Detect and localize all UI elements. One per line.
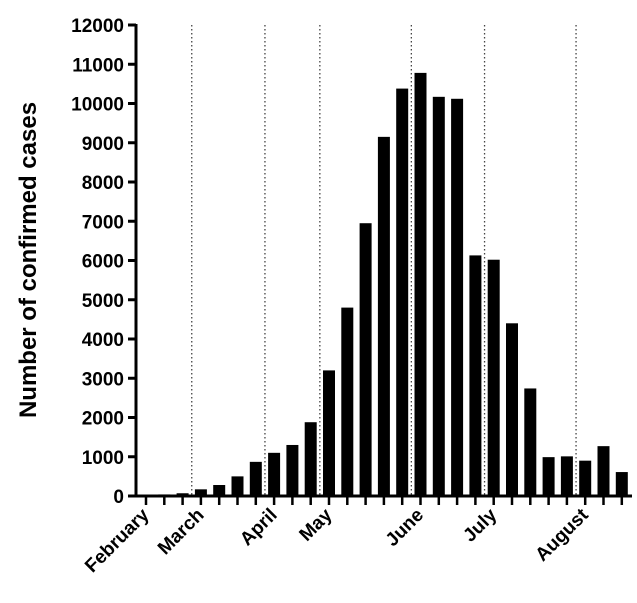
bar: [323, 370, 335, 496]
month-dividers: [191, 25, 577, 496]
bar: [542, 457, 555, 496]
y-axis-ticks: 0 1000 2000 3000 4000 5000 6000 7000 8000 9000 100…: [71, 16, 136, 508]
y-tick-label: 8000: [82, 173, 124, 194]
bar: [213, 485, 226, 496]
month-label: May: [296, 504, 337, 545]
bars: [140, 72, 628, 497]
y-tick-label: 2000: [82, 409, 124, 430]
bar: [414, 72, 427, 496]
bar: [524, 388, 537, 496]
bar: [579, 460, 592, 496]
month-label: March: [154, 505, 208, 559]
y-tick-label: 4000: [82, 330, 124, 351]
month-label: April: [236, 505, 281, 550]
y-tick-label: 0: [113, 487, 124, 508]
month-label: August: [532, 504, 594, 566]
y-axis-label: Number of confirmed cases: [15, 102, 42, 418]
y-tick-label: 3000: [82, 369, 124, 390]
bar: [249, 461, 262, 496]
bar: [231, 476, 244, 496]
month-label: June: [382, 505, 428, 551]
bar: [560, 456, 573, 496]
bar: [506, 323, 518, 496]
bar: [396, 88, 409, 497]
y-tick-label: 10000: [71, 95, 124, 116]
bar: [268, 452, 281, 496]
bar: [286, 444, 299, 496]
bar: [597, 446, 610, 496]
bar: [377, 136, 390, 497]
bar: [615, 472, 628, 496]
bar: [304, 422, 317, 496]
y-tick-label: 1000: [82, 448, 124, 469]
bar: [487, 259, 500, 496]
y-tick-label: 5000: [82, 291, 124, 312]
y-tick-label: 11000: [72, 55, 124, 76]
month-label: July: [459, 504, 501, 546]
bar: [194, 489, 207, 496]
bar: [341, 307, 354, 496]
y-tick-label: 9000: [82, 134, 124, 155]
y-tick-label: 7000: [82, 212, 124, 233]
y-tick-label: 6000: [82, 252, 124, 273]
month-label: February: [81, 504, 154, 577]
y-tick-label: 12000: [71, 16, 124, 37]
bar: [432, 96, 445, 496]
bar: [359, 223, 372, 496]
bar: [469, 255, 482, 496]
x-axis-ticks: February March April May June July August: [81, 496, 624, 577]
bar: [451, 98, 464, 496]
